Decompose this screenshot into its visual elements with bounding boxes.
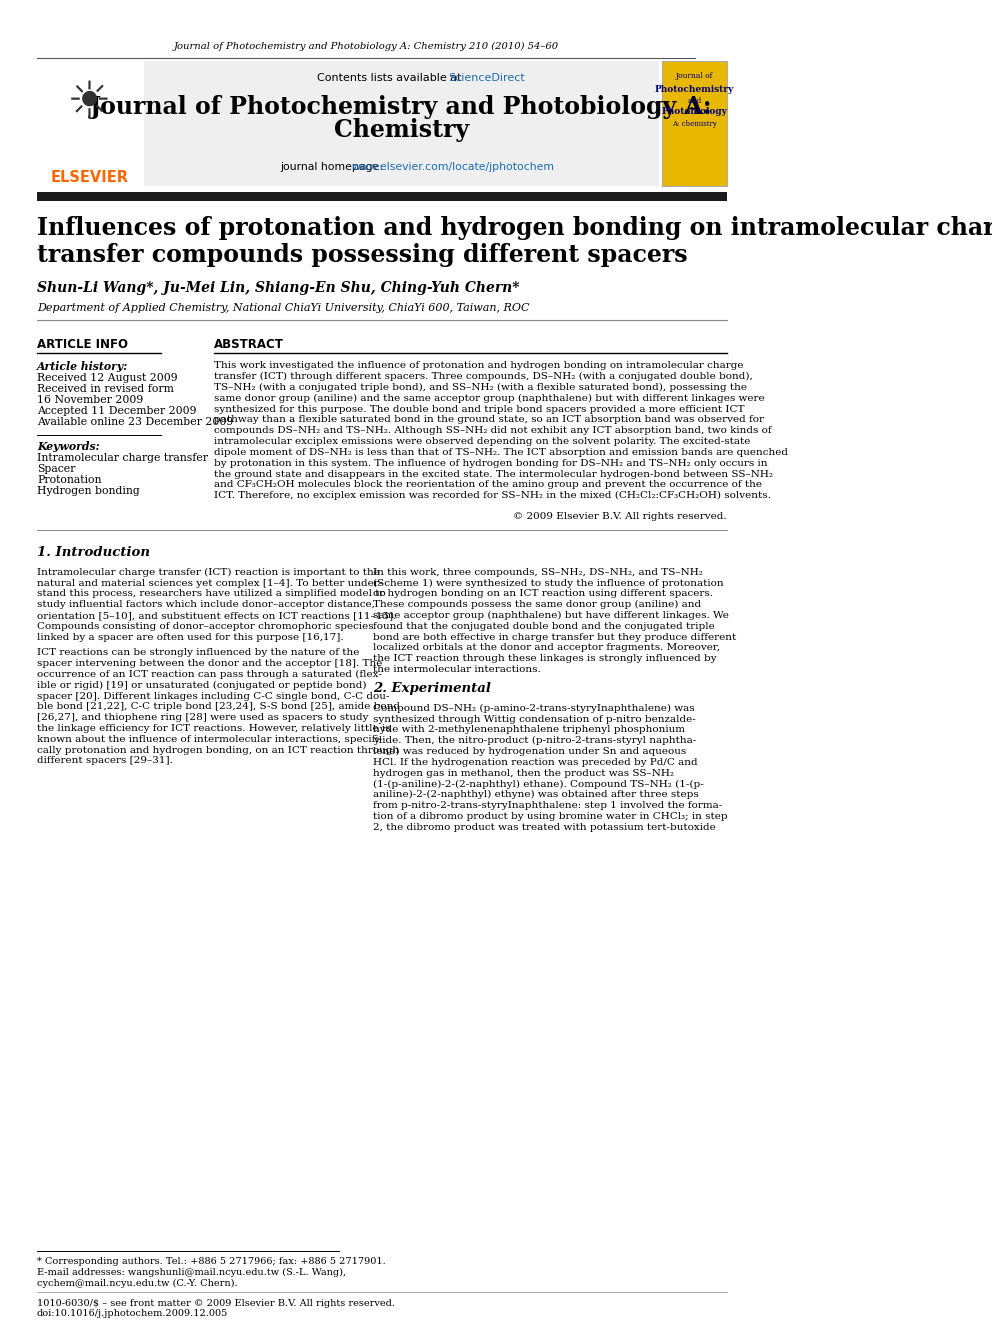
Text: ScienceDirect: ScienceDirect xyxy=(448,73,525,83)
Text: 1. Introduction: 1. Introduction xyxy=(37,546,150,558)
Text: by protonation in this system. The influence of hydrogen bonding for DS–NH₂ and : by protonation in this system. The influ… xyxy=(214,459,768,468)
Text: linked by a spacer are often used for this purpose [16,17].: linked by a spacer are often used for th… xyxy=(37,632,343,642)
Text: 2, the dibromo product was treated with potassium tert-butoxide: 2, the dibromo product was treated with … xyxy=(373,823,715,832)
Text: and CF₃CH₂OH molecules block the reorientation of the amino group and prevent th: and CF₃CH₂OH molecules block the reorien… xyxy=(214,480,762,490)
Text: Intramolecular charge transfer: Intramolecular charge transfer xyxy=(37,452,208,463)
Text: or hydrogen bonding on an ICT reaction using different spacers.: or hydrogen bonding on an ICT reaction u… xyxy=(373,590,712,598)
Text: hydrogen gas in methanol, then the product was SS–NH₂: hydrogen gas in methanol, then the produ… xyxy=(373,769,674,778)
Text: Keywords:: Keywords: xyxy=(37,442,99,452)
Text: 16 November 2009: 16 November 2009 xyxy=(37,396,143,405)
Text: orientation [5–10], and substituent effects on ICT reactions [11–15].: orientation [5–10], and substituent effe… xyxy=(37,611,396,620)
Text: bond are both effective in charge transfer but they produce different: bond are both effective in charge transf… xyxy=(373,632,736,642)
Text: doi:10.1016/j.jphotochem.2009.12.005: doi:10.1016/j.jphotochem.2009.12.005 xyxy=(37,1310,228,1319)
Text: journal homepage:: journal homepage: xyxy=(281,161,387,172)
Text: synthesized through Wittig condensation of p-nitro benzalde-: synthesized through Wittig condensation … xyxy=(373,714,695,724)
Text: Contents lists available at: Contents lists available at xyxy=(317,73,465,83)
Text: synthesized for this purpose. The double bond and triple bond spacers provided a: synthesized for this purpose. The double… xyxy=(214,405,745,414)
Text: E-mail addresses: wangshunli@mail.ncyu.edu.tw (S.-L. Wang),: E-mail addresses: wangshunli@mail.ncyu.e… xyxy=(37,1267,346,1277)
Text: Compound DS–NH₂ (p-amino-2-trans-styryInaphthalene) was: Compound DS–NH₂ (p-amino-2-trans-styryIn… xyxy=(373,704,694,713)
Text: © 2009 Elsevier B.V. All rights reserved.: © 2009 Elsevier B.V. All rights reserved… xyxy=(513,512,727,521)
Text: Journal of Photochemistry and Photobiology A: Chemistry 210 (2010) 54–60: Journal of Photochemistry and Photobiolo… xyxy=(174,41,558,50)
Text: transfer (ICT) through different spacers. Three compounds, DS–NH₂ (with a conjug: transfer (ICT) through different spacers… xyxy=(214,372,753,381)
Text: www.elsevier.com/locate/jphotochem: www.elsevier.com/locate/jphotochem xyxy=(351,161,555,172)
Text: lene) was reduced by hydrogenation under Sn and aqueous: lene) was reduced by hydrogenation under… xyxy=(373,747,685,757)
Text: This work investigated the influence of protonation and hydrogen bonding on intr: This work investigated the influence of … xyxy=(214,361,744,370)
Text: natural and material sciences yet complex [1–4]. To better under-: natural and material sciences yet comple… xyxy=(37,578,382,587)
Text: Chemistry: Chemistry xyxy=(334,118,469,142)
Text: HCl. If the hydrogenation reaction was preceded by Pd/C and: HCl. If the hydrogenation reaction was p… xyxy=(373,758,697,767)
Text: dipole moment of DS–NH₂ is less than that of TS–NH₂. The ICT absorption and emis: dipole moment of DS–NH₂ is less than tha… xyxy=(214,448,788,456)
Text: ylide. Then, the nitro-product (p-nitro-2-trans-styryl naphtha-: ylide. Then, the nitro-product (p-nitro-… xyxy=(373,736,696,745)
FancyBboxPatch shape xyxy=(144,61,659,187)
Text: [26,27], and thiophene ring [28] were used as spacers to study: [26,27], and thiophene ring [28] were us… xyxy=(37,713,368,722)
Text: These compounds possess the same donor group (aniline) and: These compounds possess the same donor g… xyxy=(373,601,700,610)
Text: the ground state and disappears in the excited state. The intermolecular hydroge: the ground state and disappears in the e… xyxy=(214,470,773,479)
Text: ble bond [21,22], C-C triple bond [23,24], S-S bond [25], amide bond: ble bond [21,22], C-C triple bond [23,24… xyxy=(37,703,400,712)
Text: transfer compounds possessing different spacers: transfer compounds possessing different … xyxy=(37,243,687,267)
Text: Received 12 August 2009: Received 12 August 2009 xyxy=(37,373,178,382)
Text: intramolecular exciplex emissions were observed depending on the solvent polarit: intramolecular exciplex emissions were o… xyxy=(214,437,750,446)
Text: (Scheme 1) were synthesized to study the influence of protonation: (Scheme 1) were synthesized to study the… xyxy=(373,578,723,587)
Text: known about the influence of intermolecular interactions, specifi-: known about the influence of intermolecu… xyxy=(37,734,382,744)
Text: cally protonation and hydrogen bonding, on an ICT reaction through: cally protonation and hydrogen bonding, … xyxy=(37,746,399,754)
Text: different spacers [29–31].: different spacers [29–31]. xyxy=(37,757,173,766)
Text: Photochemistry: Photochemistry xyxy=(655,85,734,94)
FancyBboxPatch shape xyxy=(37,192,727,201)
Text: found that the conjugated double bond and the conjugated triple: found that the conjugated double bond an… xyxy=(373,622,714,631)
Text: Shun-Li Wang*, Ju-Mei Lin, Shiang-En Shu, Ching-Yuh Chern*: Shun-Li Wang*, Ju-Mei Lin, Shiang-En Shu… xyxy=(37,280,520,295)
Text: same donor group (aniline) and the same acceptor group (naphthalene) but with di: same donor group (aniline) and the same … xyxy=(214,394,765,404)
Text: hyde with 2-methylenenaphthalene triphenyl phosphonium: hyde with 2-methylenenaphthalene triphen… xyxy=(373,725,684,734)
Text: ARTICLE INFO: ARTICLE INFO xyxy=(37,339,128,352)
Text: spacer intervening between the donor and the acceptor [18]. The: spacer intervening between the donor and… xyxy=(37,659,382,668)
Text: Available online 23 December 2009: Available online 23 December 2009 xyxy=(37,417,233,427)
Text: Journal of: Journal of xyxy=(676,71,713,79)
Text: ICT. Therefore, no exciplex emission was recorded for SS–NH₂ in the mixed (CH₂Cl: ICT. Therefore, no exciplex emission was… xyxy=(214,491,771,500)
Text: and: and xyxy=(687,97,701,105)
Text: Spacer: Spacer xyxy=(37,464,75,474)
Text: Compounds consisting of donor–acceptor chromophoric species: Compounds consisting of donor–acceptor c… xyxy=(37,622,374,631)
Text: In this work, three compounds, SS–NH₂, DS–NH₂, and TS–NH₂: In this work, three compounds, SS–NH₂, D… xyxy=(373,568,702,577)
Text: Protonation: Protonation xyxy=(37,475,101,486)
Text: Journal of Photochemistry and Photobiology A:: Journal of Photochemistry and Photobiolo… xyxy=(90,95,712,119)
Text: Received in revised form: Received in revised form xyxy=(37,384,174,394)
Text: Department of Applied Chemistry, National ChiaYi University, ChiaYi 600, Taiwan,: Department of Applied Chemistry, Nationa… xyxy=(37,303,530,314)
Text: (1-(p-aniline)-2-(2-naphthyl) ethane). Compound TS–NH₂ (1-(p-: (1-(p-aniline)-2-(2-naphthyl) ethane). C… xyxy=(373,779,703,789)
FancyBboxPatch shape xyxy=(37,61,142,187)
Text: ☀: ☀ xyxy=(66,79,112,127)
Text: study influential factors which include donor–acceptor distance,: study influential factors which include … xyxy=(37,601,375,610)
Text: ELSEVIER: ELSEVIER xyxy=(51,171,128,185)
Text: from p-nitro-2-trans-styryInaphthalene: step 1 involved the forma-: from p-nitro-2-trans-styryInaphthalene: … xyxy=(373,802,722,810)
Text: aniline)-2-(2-naphthyl) ethyne) was obtained after three steps: aniline)-2-(2-naphthyl) ethyne) was obta… xyxy=(373,790,698,799)
Text: Accepted 11 December 2009: Accepted 11 December 2009 xyxy=(37,406,196,415)
Text: Article history:: Article history: xyxy=(37,360,128,372)
Text: the intermolecular interactions.: the intermolecular interactions. xyxy=(373,665,541,675)
Text: Intramolecular charge transfer (ICT) reaction is important to the: Intramolecular charge transfer (ICT) rea… xyxy=(37,568,380,577)
Text: pathway than a flexible saturated bond in the ground state, so an ICT absorption: pathway than a flexible saturated bond i… xyxy=(214,415,764,425)
Text: localized orbitals at the donor and acceptor fragments. Moreover,: localized orbitals at the donor and acce… xyxy=(373,643,719,652)
Text: TS–NH₂ (with a conjugated triple bond), and SS–NH₂ (with a flexible saturated bo: TS–NH₂ (with a conjugated triple bond), … xyxy=(214,384,747,392)
Text: * Corresponding authors. Tel.: +886 5 2717966; fax: +886 5 2717901.: * Corresponding authors. Tel.: +886 5 27… xyxy=(37,1257,386,1266)
Text: 2. Experimental: 2. Experimental xyxy=(373,681,490,695)
Text: Photobiology: Photobiology xyxy=(662,107,727,116)
Text: same acceptor group (naphthalene) but have different linkages. We: same acceptor group (naphthalene) but ha… xyxy=(373,611,728,620)
Text: ABSTRACT: ABSTRACT xyxy=(214,339,284,352)
Text: the linkage efficiency for ICT reactions. However, relatively little is: the linkage efficiency for ICT reactions… xyxy=(37,724,391,733)
Text: ICT reactions can be strongly influenced by the nature of the: ICT reactions can be strongly influenced… xyxy=(37,648,359,658)
FancyBboxPatch shape xyxy=(662,61,727,187)
Text: stand this process, researchers have utilized a simplified model to: stand this process, researchers have uti… xyxy=(37,590,386,598)
Text: A: chemistry: A: chemistry xyxy=(672,120,717,128)
Text: occurrence of an ICT reaction can pass through a saturated (flex-: occurrence of an ICT reaction can pass t… xyxy=(37,669,382,679)
Text: the ICT reaction through these linkages is strongly influenced by: the ICT reaction through these linkages … xyxy=(373,655,716,663)
Text: spacer [20]. Different linkages including C-C single bond, C-C dou-: spacer [20]. Different linkages includin… xyxy=(37,692,389,701)
Text: tion of a dibromo product by using bromine water in CHCl₃; in step: tion of a dibromo product by using bromi… xyxy=(373,812,727,820)
Text: cychem@mail.ncyu.edu.tw (C.-Y. Chern).: cychem@mail.ncyu.edu.tw (C.-Y. Chern). xyxy=(37,1278,237,1287)
Text: Hydrogen bonding: Hydrogen bonding xyxy=(37,486,140,496)
Text: Influences of protonation and hydrogen bonding on intramolecular charge: Influences of protonation and hydrogen b… xyxy=(37,216,992,239)
Text: 1010-6030/$ – see front matter © 2009 Elsevier B.V. All rights reserved.: 1010-6030/$ – see front matter © 2009 El… xyxy=(37,1298,395,1307)
Text: compounds DS–NH₂ and TS–NH₂. Although SS–NH₂ did not exhibit any ICT absorption : compounds DS–NH₂ and TS–NH₂. Although SS… xyxy=(214,426,772,435)
Text: ible or rigid) [19] or unsaturated (conjugated or peptide bond): ible or rigid) [19] or unsaturated (conj… xyxy=(37,681,366,691)
